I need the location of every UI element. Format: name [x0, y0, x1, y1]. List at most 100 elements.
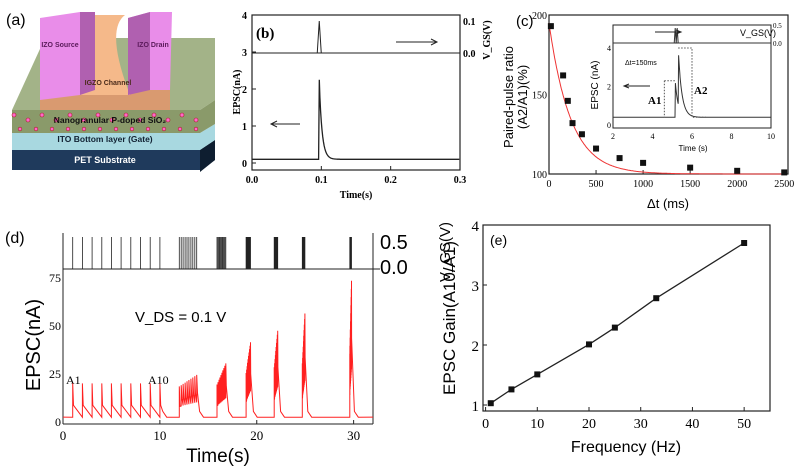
x-tick-label: 2000	[727, 179, 747, 190]
x-tick-label: 1000	[633, 179, 653, 190]
y-tick-label: 4	[472, 219, 480, 235]
x-tick-label: 0	[482, 417, 489, 432]
data-point	[593, 145, 600, 152]
y-axis-label: EPSC Gain(A10/A1)	[440, 241, 459, 395]
nanogranule-dot	[113, 126, 119, 132]
arrow-right-icon	[655, 29, 683, 35]
epsc-trace	[62, 280, 374, 419]
nanogranule-dot	[151, 112, 157, 118]
x-tick-label: 0.1	[315, 175, 328, 186]
y-axis-label: Paired-pulse ratio	[501, 46, 516, 148]
x-tick-label: 30	[634, 417, 648, 432]
nanogranule-dot	[137, 117, 143, 123]
gate-label: ITO Bottom layer (Gate)	[57, 134, 152, 144]
data-point	[781, 169, 788, 176]
data-point	[653, 295, 660, 302]
nanogranule-dot	[179, 112, 185, 118]
x-tick-label: 40	[685, 417, 699, 432]
data-point	[569, 120, 576, 127]
plot-b-frame	[251, 14, 461, 171]
nanogranule-dot	[81, 126, 87, 132]
gain-line	[490, 242, 745, 404]
x-tick-label: 1500	[680, 179, 700, 190]
y-tick-label: 75	[49, 271, 61, 285]
x-axis-label: Frequency (Hz)	[571, 439, 681, 456]
data-point	[508, 386, 515, 393]
x-tick-label: 20	[250, 428, 263, 443]
y-tick-label: 4	[242, 11, 247, 22]
nanogranule-dot	[67, 112, 73, 118]
x-tick-label: 0	[60, 428, 67, 443]
nanogranule-dot	[145, 126, 151, 132]
y-tick-label: 2	[242, 85, 247, 96]
x-tick-label: 10	[530, 417, 544, 432]
inset-x-tick-label: 2	[611, 132, 615, 141]
x-axis-label: Time(s)	[186, 446, 250, 467]
x-tick-label: 500	[589, 179, 604, 190]
arrow-left-icon	[269, 120, 300, 128]
source-label: IZO Source	[41, 42, 78, 49]
panel-c-label: (c)	[516, 13, 534, 30]
panel-b-label: (b)	[256, 26, 274, 42]
panel-e-label: (e)	[490, 232, 507, 248]
x-tick-label: 20	[582, 417, 596, 432]
nanogranule-dot	[193, 126, 199, 132]
vgs-pulse-trace	[72, 237, 352, 269]
y-tick-label: 3	[472, 279, 480, 295]
plot-c-frame	[548, 14, 789, 175]
inset-y2-tick-label: 0.0	[773, 40, 782, 48]
inset-x-tick-label: 6	[690, 132, 694, 141]
inset-y2-axis-label: V_GS(V)	[740, 28, 776, 38]
x-tick-label: 50	[737, 417, 751, 432]
inset-y-tick-label: 4	[607, 44, 611, 53]
y-tick-label: 1	[472, 399, 480, 415]
y-axis-label: EPSC(nA)	[232, 69, 243, 114]
fit-curve	[548, 22, 785, 175]
nanogranule-dots	[11, 112, 199, 132]
nanogranule-dot	[95, 112, 101, 118]
y-tick-label: 25	[49, 367, 61, 381]
y-tick-label: 200	[532, 11, 547, 22]
data-point	[687, 164, 694, 171]
inset-a2-label: A2	[694, 85, 708, 97]
nanogranule-dot	[193, 117, 199, 123]
data-point	[586, 341, 593, 348]
inset-x-tick-label: 4	[651, 132, 655, 141]
dielectric-layer	[12, 100, 215, 133]
x-tick-label: 0.0	[246, 175, 259, 186]
data-point	[616, 155, 623, 162]
data-point	[547, 23, 554, 30]
nanogranule-dot	[33, 126, 39, 132]
arrow-left-icon	[622, 83, 650, 89]
nanogranule-dot	[161, 126, 167, 132]
nanogranule-dot	[17, 126, 23, 132]
panel-a-label: (a)	[6, 12, 26, 29]
x-axis-label: Δt (ms)	[647, 196, 689, 211]
drain-side	[128, 12, 150, 95]
nanogranule-dot	[25, 117, 31, 123]
a1-label: A1	[66, 373, 81, 387]
nanogranule-dot	[177, 126, 183, 132]
x-tick-label: 30	[347, 428, 360, 443]
y2-tick-label: 0.1	[463, 17, 476, 28]
nanogranule-dot	[109, 117, 115, 123]
data-point	[741, 240, 748, 246]
inset-y-tick-label: 0	[607, 121, 611, 130]
data-point	[640, 159, 647, 166]
nanogranule-dot	[165, 117, 171, 123]
plot-e-frame	[482, 224, 771, 412]
y2-tick-label: 0.0	[463, 49, 476, 60]
y-tick-label: 0	[55, 415, 61, 429]
nanogranule-dot	[97, 126, 103, 132]
inset-x-tick-label: 10	[767, 132, 775, 141]
inset-x-axis-label: Time (s)	[678, 144, 707, 153]
drain-label: IZO Drain	[137, 42, 169, 49]
nanogranule-dot	[65, 126, 71, 132]
vds-annotation: V_DS = 0.1 V	[135, 309, 226, 326]
y2-tick-label: 0.5	[380, 232, 408, 254]
inset-a1-label: A1	[648, 95, 661, 107]
y-tick-label: 0	[242, 159, 247, 170]
vgs-trace	[252, 20, 460, 54]
x-tick-label: 10	[153, 428, 166, 443]
